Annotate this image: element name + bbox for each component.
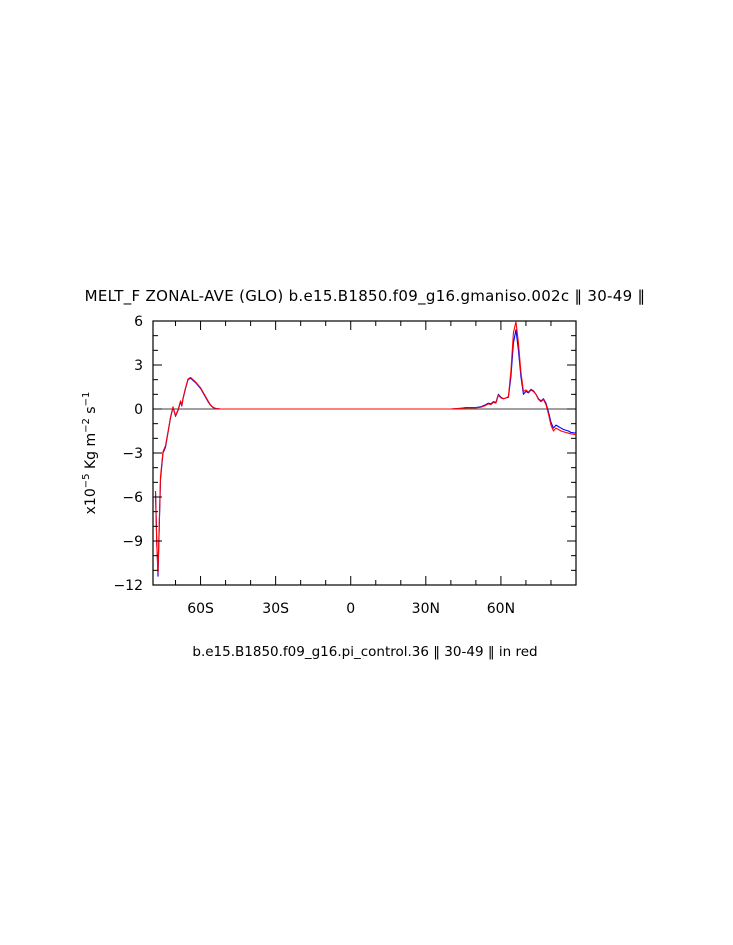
series-line-1: [154, 329, 577, 577]
x-tick-label-0: 60S: [187, 601, 214, 617]
x-tick-label-1: 30S: [262, 601, 289, 617]
series-line-2: [154, 321, 577, 574]
x-tick-label-2: 0: [346, 601, 355, 617]
chart-caption: b.e15.B1850.f09_g16.pi_control.36 ‖ 30-4…: [192, 644, 537, 660]
series-group: [154, 321, 577, 577]
y-tick-label-3: −3: [122, 446, 143, 462]
x-tick-label-3: 30N: [412, 601, 440, 617]
y-tick-label-2: 0: [134, 402, 143, 418]
y-axis-label: x10−5 Kg m−2 s−1: [81, 392, 99, 515]
y-tick-label-6: −12: [113, 578, 143, 594]
y-tick-label-5: −9: [122, 534, 143, 550]
y-tick-labels: 6 3 0 −3 −6 −9 −12: [113, 314, 143, 594]
y-tick-label-0: 6: [134, 314, 143, 330]
y-tick-label-1: 3: [134, 358, 143, 374]
chart-title: MELT_F ZONAL-AVE (GLO) b.e15.B1850.f09_g…: [85, 287, 646, 306]
x-tick-label-4: 60N: [487, 601, 515, 617]
y-tick-label-4: −6: [122, 490, 143, 506]
plot-area: 60S 30S 0 30N 60N 6 3 0 −3 −6 −9 −12: [113, 314, 577, 617]
ticks-group: [153, 320, 576, 586]
x-tick-labels: 60S 30S 0 30N 60N: [187, 601, 515, 617]
